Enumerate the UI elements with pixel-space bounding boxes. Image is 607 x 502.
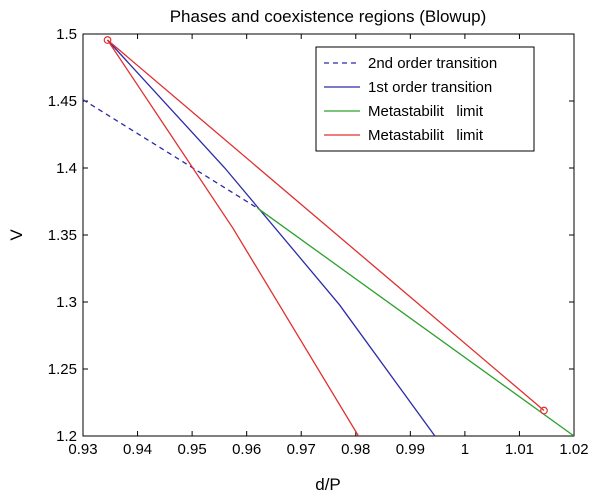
x-tick-label: 0.94 [123, 441, 152, 458]
x-tick-label: 0.98 [341, 441, 370, 458]
data-marker [540, 406, 548, 415]
data-marker [103, 36, 112, 44]
x-tick-label: 1.01 [505, 441, 534, 458]
legend-label: 1st order transition [368, 79, 492, 96]
legend-label: Metastabilit limit [368, 103, 484, 120]
y-axis-label: V [7, 229, 26, 241]
x-tick-label: 0.99 [396, 441, 425, 458]
x-tick-label: 1 [461, 441, 469, 458]
legend-box [315, 46, 535, 152]
chart-title: Phases and coexistence regions (Blowup) [170, 7, 487, 26]
x-tick-label: 0.96 [232, 441, 261, 458]
legend-label: Metastabilit limit [368, 127, 484, 144]
y-tick-label: 1.45 [48, 93, 77, 110]
y-tick-label: 1.35 [48, 227, 77, 244]
x-axis-label: d/P [315, 475, 341, 494]
x-tick-label: 1.02 [559, 441, 588, 458]
y-tick-label: 1.4 [56, 160, 77, 177]
y-tick-label: 1.25 [48, 361, 77, 378]
legend: 2nd order transition 1st order transition… [315, 46, 535, 152]
y-tick-label: 1.3 [56, 294, 77, 311]
markers [103, 36, 548, 415]
y-tick-label: 1.2 [56, 428, 77, 445]
axes: 0.93 0.94 0.95 0.96 0.97 0.98 0.99 1 1.01 1.02 1.2… [48, 26, 589, 458]
series-line-extra [107, 39, 545, 411]
series-line [83, 99, 258, 209]
x-tick-label: 0.93 [68, 441, 97, 458]
x-tick-label: 0.97 [287, 441, 316, 458]
series-line [257, 207, 574, 436]
legend-label: 2nd order transition [368, 55, 497, 72]
plot-area [83, 39, 574, 436]
y-tick-label: 1.5 [56, 26, 77, 43]
x-tick-label: 0.95 [178, 441, 207, 458]
series-line [106, 39, 360, 436]
series-line [107, 39, 436, 436]
